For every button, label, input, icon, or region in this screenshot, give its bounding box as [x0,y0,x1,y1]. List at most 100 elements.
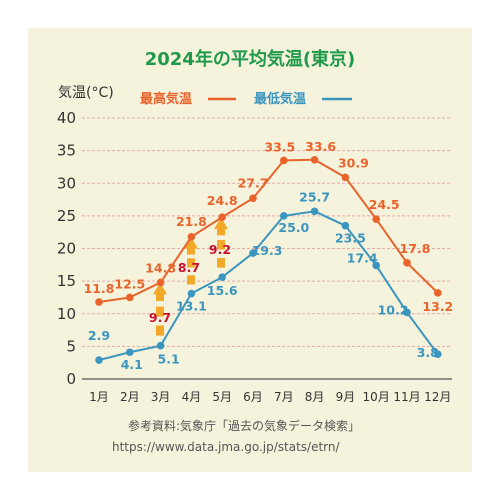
high-temp-label: 21.8 [176,214,207,229]
low-temp-point [218,273,226,282]
y-axis-label: 気温(°C) [58,85,114,101]
high-temp-point [218,213,226,221]
low-temp-label: 25.0 [278,220,309,235]
rise-arrow [184,236,198,285]
legend-label: 最低気温 [254,91,306,107]
high-temp-point [95,298,103,306]
low-temp-point [249,249,257,257]
high-temp-point [126,293,134,302]
low-temp-label: 25.7 [299,189,330,204]
arrow-block [217,239,225,250]
low-temp-label: 19.3 [252,243,283,258]
arrow-block [217,258,225,268]
high-temp-label: 17.8 [400,241,431,256]
high-temp-point [187,232,196,241]
y-tick-label: 10 [57,305,76,323]
x-tick-label: 9月 [336,390,356,404]
low-temp-point [280,212,288,220]
x-tick-label: 5月 [212,390,232,404]
y-tick-label: 5 [66,337,76,355]
x-tick-label: 10月 [363,390,390,404]
low-temp-label: 2.9 [88,328,110,343]
high-temp-line [98,158,439,303]
arrow-block [156,325,164,336]
low-temp-point [403,308,411,317]
low-temp-label: 17.4 [347,250,378,265]
x-tick-label: 2月 [120,390,140,404]
arrow-head [153,282,167,295]
low-temp-point [372,261,381,270]
low-temp-label: 5.1 [158,352,180,367]
legend: 最高気温 最低気温 [140,91,352,107]
y-tick-label: 40 [57,109,76,127]
x-tick-label: 8月 [305,390,325,404]
low-temp-point [341,221,350,230]
low-temp-point [187,289,196,298]
high-temp-point [341,173,350,182]
low-temp-line [98,210,439,362]
low-temp-label: 4.1 [121,357,143,372]
rise-value-label: 8.7 [178,260,200,275]
x-tick-label: 11月 [393,390,420,404]
y-tick-label: 25 [57,207,76,225]
high-temp-point [403,259,411,267]
y-tick-label: 0 [66,370,76,388]
high-temp-label: 27.7 [238,175,269,190]
high-temp-point [372,215,381,223]
x-tick-label: 4月 [182,390,202,404]
rise-arrow [214,217,228,268]
y-tick-label: 35 [57,142,76,160]
high-temp-point [249,194,257,203]
arrow-shaft [187,247,195,255]
low-temp-point [310,207,319,216]
low-temp-label: 15.6 [207,283,238,298]
high-temp-label: 33.5 [264,139,295,154]
high-temp-label: 30.9 [338,155,369,170]
low-temp-point [156,341,165,350]
low-temp-point [126,348,134,357]
y-tick-label: 30 [57,174,76,192]
low-temp-label: 13.1 [176,299,207,314]
high-temp-label: 13.2 [422,299,453,314]
data-labels: 11.8 12.514.8 21.824.827.7 33.5 33.630.9 24.5… [84,139,454,372]
y-tick-label: 20 [57,240,76,258]
arrow-block [156,306,164,317]
chart-title: 2024年の平均気温(東京) [145,48,356,70]
source-line-2: https://www.data.jma.go.jp/stats/etrn/ [112,440,340,454]
high-temp-label: 12.5 [114,276,145,291]
x-tick-label: 12月 [424,390,451,404]
high-temp-point [434,289,442,297]
low-temp-point [434,350,442,359]
low-temp-label: 23.5 [335,231,366,246]
rise-arrows [153,217,228,336]
high-temp-label: 11.8 [84,281,115,296]
grid-lines [82,117,452,380]
x-tick-label: 3月 [151,390,171,404]
x-tick-label: 1月 [89,390,109,404]
arrow-head [184,236,198,249]
legend-label: 最高気温 [140,91,192,107]
low-temp-label: 3.8 [417,345,439,360]
source-line-1: 参考資料:気象庁「過去の気象データ検索」 [128,418,360,433]
arrow-head [214,217,228,230]
high-temp-point [280,156,288,165]
arrow-block [187,258,195,268]
arrow-shaft [156,293,164,302]
high-temp-label: 24.5 [369,197,400,212]
high-temp-point [310,155,319,164]
y-tick-labels: 0 5 10 15 20 25 30 35 40 [57,109,76,388]
y-tick-label: 15 [57,272,76,290]
high-temp-label: 24.8 [207,193,238,208]
high-temp-point [156,278,165,287]
x-tick-label: 6月 [243,390,263,404]
low-temp-point [95,356,103,364]
series-group [95,155,442,364]
arrow-shaft [217,228,225,236]
rise-arrow [153,282,167,336]
x-tick-labels: 1月 2月 3月 4月 5月 6月 7月 8月 9月 10月 11月 12月 [89,390,451,404]
high-temp-label: 33.6 [305,139,336,154]
x-tick-label: 7月 [274,390,294,404]
rise-value-label: 9.2 [209,242,231,257]
high-temp-label: 14.8 [145,260,176,275]
